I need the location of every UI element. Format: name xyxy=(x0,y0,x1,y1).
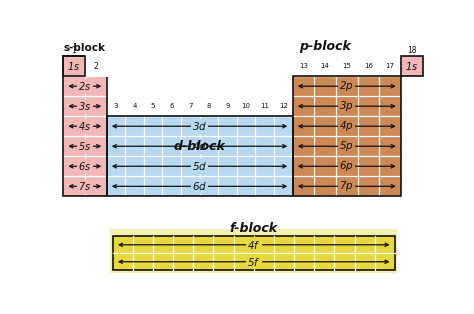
Text: 4: 4 xyxy=(132,103,137,109)
Text: 2$s$: 2$s$ xyxy=(78,80,91,92)
Text: 7$s$: 7$s$ xyxy=(78,180,91,192)
Text: 15: 15 xyxy=(342,63,351,69)
Text: 13: 13 xyxy=(299,63,308,69)
Bar xyxy=(401,56,423,76)
Text: 3$p$: 3$p$ xyxy=(339,99,354,113)
Text: 10: 10 xyxy=(242,103,251,109)
Text: 3$s$: 3$s$ xyxy=(78,100,91,112)
Text: 6$p$: 6$p$ xyxy=(339,159,354,173)
Text: 11: 11 xyxy=(260,103,269,109)
Text: 17: 17 xyxy=(386,63,395,69)
Bar xyxy=(85,56,107,76)
Bar xyxy=(63,56,85,76)
Text: 18: 18 xyxy=(407,46,417,55)
Text: 6$s$: 6$s$ xyxy=(78,160,91,172)
Text: s-block: s-block xyxy=(63,43,105,53)
Bar xyxy=(292,76,401,196)
Text: 14: 14 xyxy=(320,63,329,69)
Bar xyxy=(292,76,401,196)
Text: d-block: d-block xyxy=(173,140,226,153)
Text: 6: 6 xyxy=(169,103,174,109)
Text: 4$f$: 4$f$ xyxy=(247,239,261,251)
Text: p-block: p-block xyxy=(299,40,351,53)
Text: 9: 9 xyxy=(225,103,230,109)
Text: 4$p$: 4$p$ xyxy=(339,119,354,133)
Text: 2: 2 xyxy=(93,62,98,71)
Text: 4$d$: 4$d$ xyxy=(192,140,207,152)
Text: 5: 5 xyxy=(151,103,155,109)
Text: 3$d$: 3$d$ xyxy=(192,120,207,132)
Text: 6$d$: 6$d$ xyxy=(192,180,207,192)
Text: f-block: f-block xyxy=(230,222,278,235)
Text: 7: 7 xyxy=(188,103,192,109)
Text: 5$s$: 5$s$ xyxy=(78,140,91,152)
Text: 2$p$: 2$p$ xyxy=(339,79,354,93)
Text: 3: 3 xyxy=(114,103,118,109)
Text: 16: 16 xyxy=(364,63,373,69)
Text: 1: 1 xyxy=(72,46,76,55)
Text: 5$d$: 5$d$ xyxy=(192,160,207,172)
Bar xyxy=(107,116,292,196)
Bar xyxy=(63,56,107,196)
Text: 5$f$: 5$f$ xyxy=(247,256,261,268)
Text: 12: 12 xyxy=(279,103,288,109)
Text: 1$s$: 1$s$ xyxy=(405,60,419,72)
Bar xyxy=(113,236,395,270)
Text: 1$s$: 1$s$ xyxy=(67,60,81,72)
Bar xyxy=(107,116,292,196)
Text: 5$p$: 5$p$ xyxy=(339,139,354,153)
Text: 4$s$: 4$s$ xyxy=(78,120,91,132)
Bar xyxy=(110,229,397,273)
Text: 8: 8 xyxy=(207,103,211,109)
Bar xyxy=(63,56,107,196)
Text: 7$p$: 7$p$ xyxy=(339,179,354,193)
